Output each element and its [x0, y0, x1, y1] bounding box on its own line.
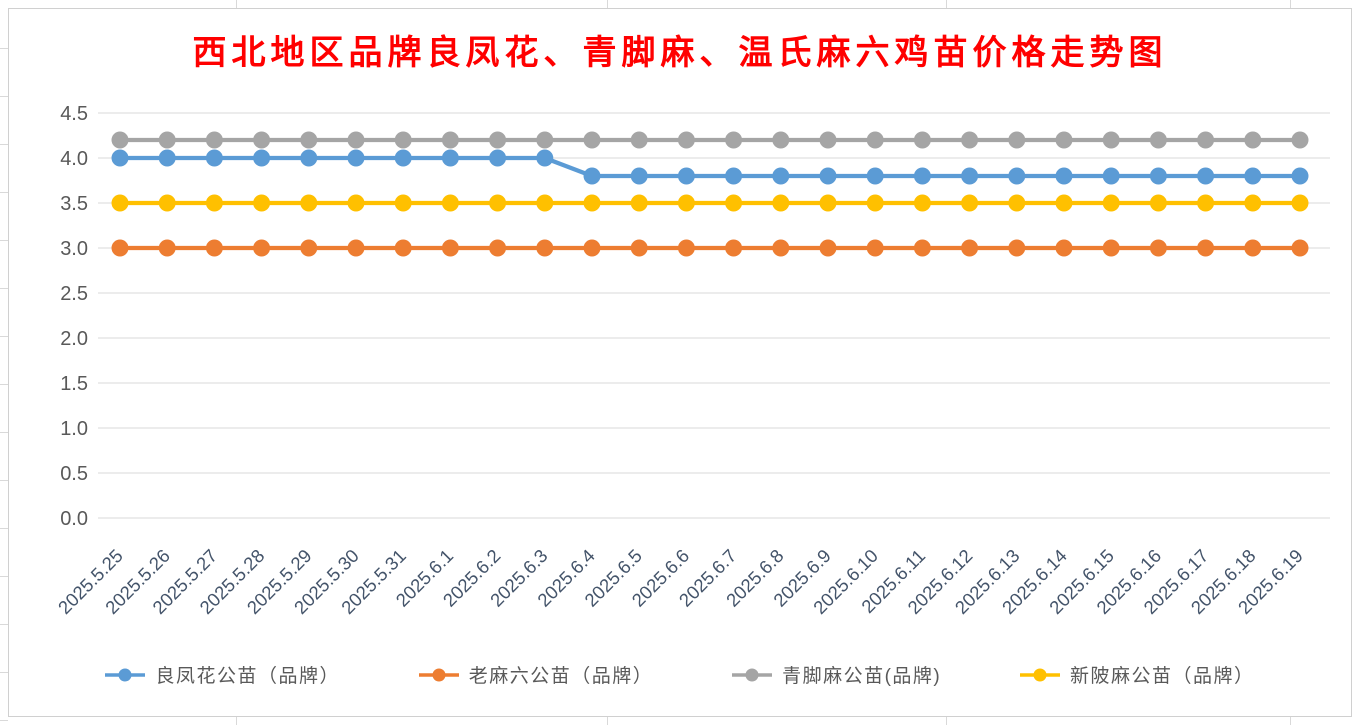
- svg-text:3.0: 3.0: [60, 238, 88, 260]
- svg-text:1.0: 1.0: [60, 418, 88, 440]
- svg-text:1.5: 1.5: [60, 373, 88, 395]
- svg-text:2.5: 2.5: [60, 283, 88, 305]
- svg-text:2.0: 2.0: [60, 328, 88, 350]
- svg-text:4.0: 4.0: [60, 148, 88, 170]
- svg-text:4.5: 4.5: [60, 103, 88, 125]
- svg-text:0.0: 0.0: [60, 508, 88, 530]
- svg-text:3.5: 3.5: [60, 193, 88, 215]
- svg-text:0.5: 0.5: [60, 463, 88, 485]
